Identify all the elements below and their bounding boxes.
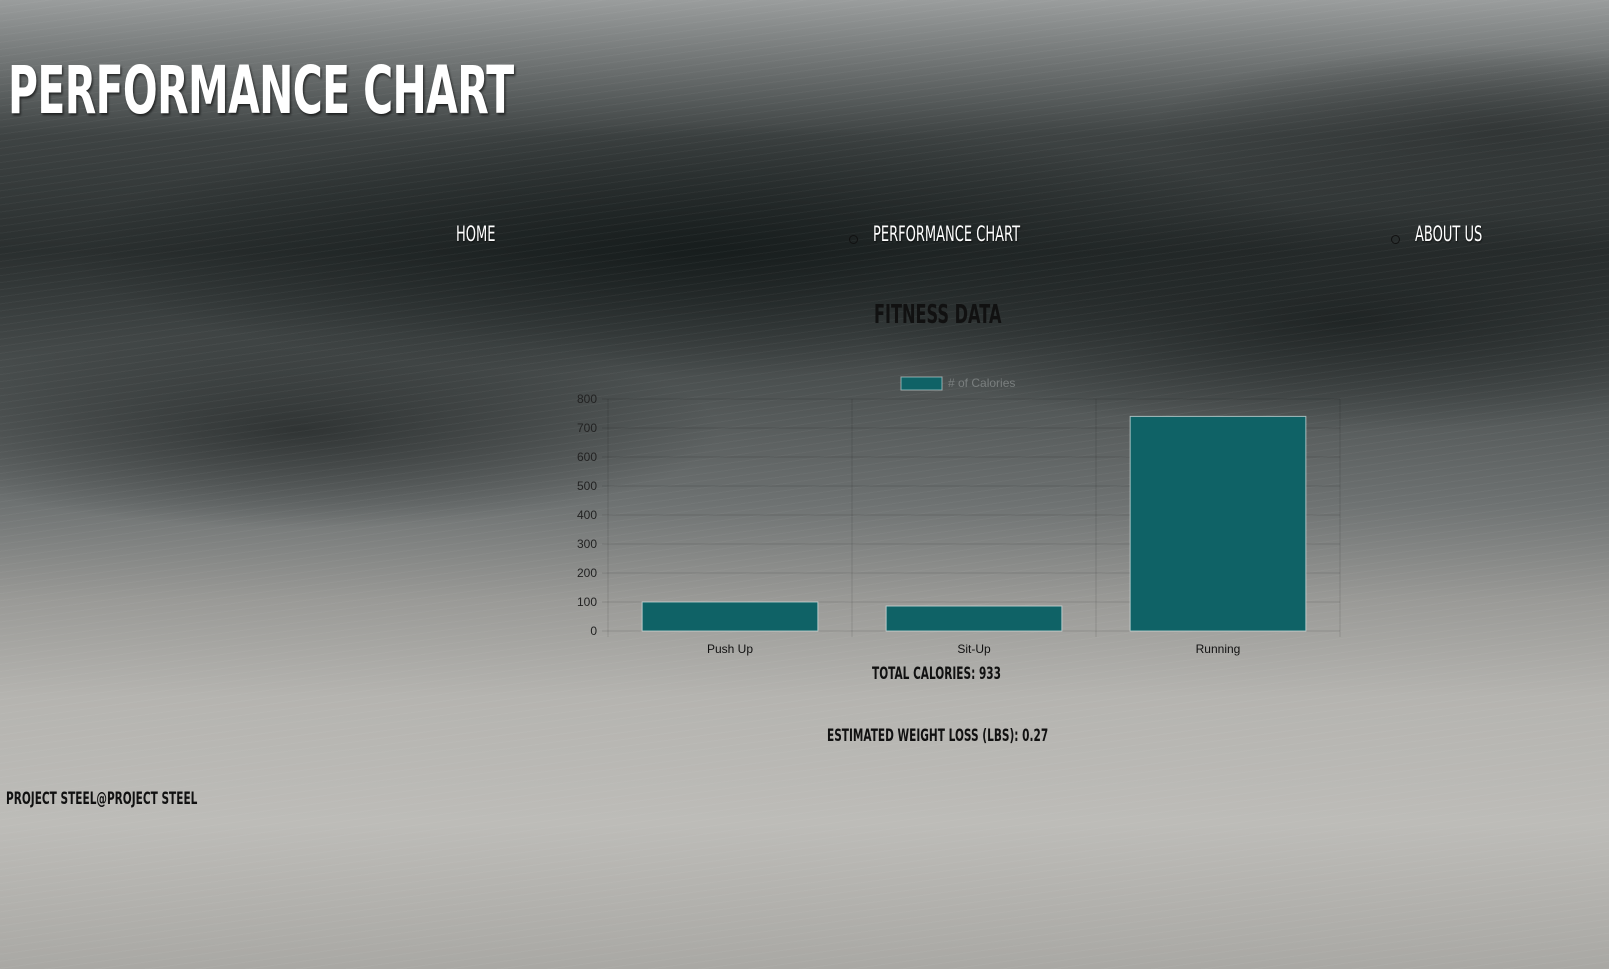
bar [885,605,1063,632]
x-tick-label: Push Up [707,642,753,656]
footer-text: Project Steel@Project Steel [6,789,198,809]
page-title: Performance Chart [8,52,514,129]
bar [1129,415,1307,632]
bar [641,601,819,632]
y-tick-label: 200 [577,566,597,580]
y-tick-label: 300 [577,537,597,551]
total-calories: Total Calories: 933 [872,664,1001,684]
y-tick-label: 700 [577,421,597,435]
legend-label: # of Calories [948,376,1015,390]
y-tick-label: 0 [590,624,597,638]
y-tick-label: 500 [577,479,597,493]
nav-bullet-icon [1391,235,1400,244]
x-tick-label: Running [1196,642,1241,656]
y-tick-label: 400 [577,508,597,522]
y-tick-label: 100 [577,595,597,609]
y-tick-label: 800 [577,392,597,406]
chart-title: Fitness Data [874,300,1002,330]
nav-home[interactable]: Home [456,222,496,246]
y-tick-label: 600 [577,450,597,464]
legend-swatch [900,376,943,391]
nav-performance-chart[interactable]: Performance Chart [873,222,1021,246]
nav-about-us[interactable]: About Us [1415,222,1483,246]
estimated-weight-loss: Estimated Weight Loss (lbs): 0.27 [827,726,1049,746]
nav-bullet-icon [849,235,858,244]
x-tick-label: Sit-Up [957,642,991,656]
